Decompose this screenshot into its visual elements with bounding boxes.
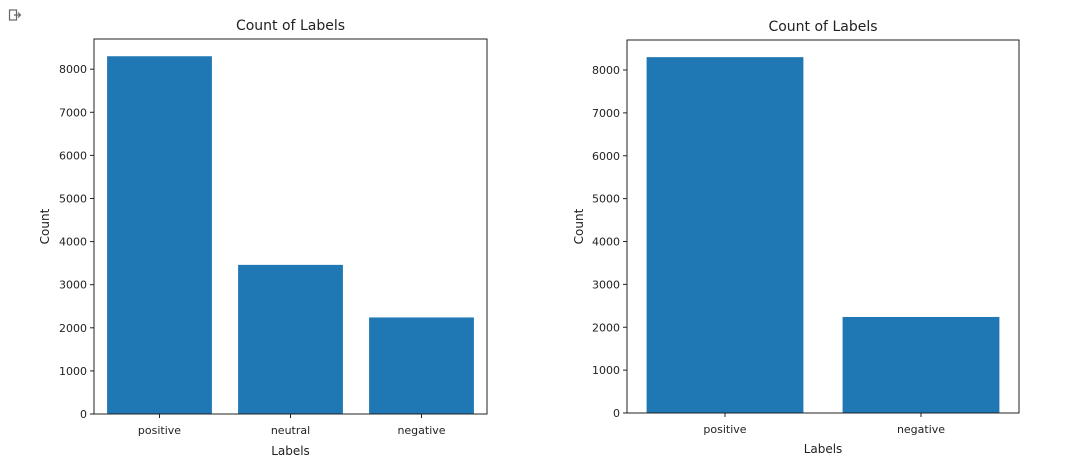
- y-axis-label: Count: [572, 208, 586, 244]
- x-tick-label: negative: [397, 424, 445, 437]
- x-tick-label: neutral: [271, 424, 310, 437]
- chart-title: Count of Labels: [768, 19, 877, 35]
- y-tick-label: 7000: [59, 106, 87, 119]
- y-tick-label: 0: [80, 408, 87, 421]
- bar-negative: [369, 317, 474, 414]
- y-tick-label: 3000: [592, 278, 620, 291]
- axes-frame: [93, 38, 488, 415]
- x-tick-label: positive: [703, 423, 746, 436]
- bar-positive: [107, 56, 212, 414]
- y-tick-label: 5000: [592, 193, 620, 206]
- y-tick-label: 0: [613, 407, 620, 420]
- y-tick-label: 2000: [592, 321, 620, 334]
- chart-title: Count of Labels: [236, 18, 345, 34]
- y-tick-label: 1000: [59, 365, 87, 378]
- y-tick-label: 8000: [592, 64, 620, 77]
- x-axis-label: Labels: [804, 442, 843, 456]
- bar-chart-2: positive negative 0 1000 2000 3000 4000 5000 600…: [572, 19, 1020, 456]
- bar-neutral: [238, 264, 343, 414]
- y-tick-label: 1000: [592, 364, 620, 377]
- y-tick-label: 4000: [592, 236, 620, 249]
- y-tick-label: 6000: [59, 149, 87, 162]
- y-axis-label: Count: [38, 208, 52, 244]
- y-tick-label: 7000: [592, 107, 620, 120]
- x-tick-label: negative: [897, 423, 945, 436]
- y-tick-label: 2000: [59, 322, 87, 335]
- y-tick-label: 5000: [59, 192, 87, 205]
- bar-negative: [842, 316, 1000, 413]
- axes-frame: [626, 39, 1020, 414]
- bar-chart-1: positive neutral negative 0 1000 2000 3000 4000…: [38, 18, 488, 458]
- y-tick-label: 4000: [59, 236, 87, 249]
- x-axis-label: Labels: [271, 444, 310, 458]
- y-tick-label: 3000: [59, 279, 87, 292]
- x-tick-label: positive: [138, 424, 181, 437]
- bar-positive: [646, 57, 804, 414]
- y-tick-label: 6000: [592, 150, 620, 163]
- y-tick-label: 8000: [59, 63, 87, 76]
- output-arrow-icon: [8, 9, 22, 21]
